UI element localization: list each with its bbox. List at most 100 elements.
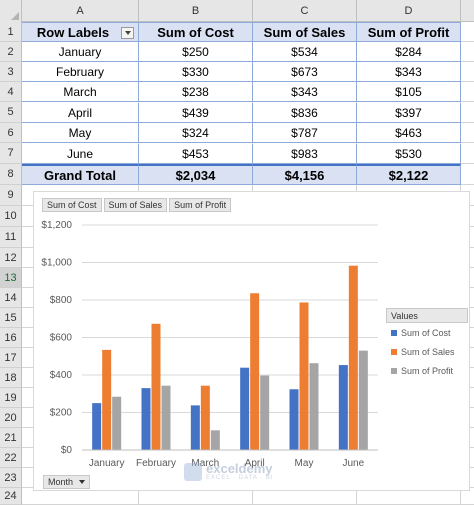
chevron-down-icon — [79, 480, 86, 484]
row-header-6[interactable]: 6 — [0, 123, 22, 143]
row-header-7[interactable]: 7 — [0, 143, 22, 164]
row-header-11[interactable]: 11 — [0, 227, 22, 248]
row-header-24[interactable]: 24 — [0, 488, 22, 505]
row-header-2[interactable]: 2 — [0, 42, 22, 62]
column-header-a[interactable]: A — [22, 0, 139, 22]
pivot-value-cell[interactable]: $105 — [357, 82, 461, 102]
pivot-row-label[interactable]: June — [22, 144, 139, 164]
legend-title[interactable]: Values — [386, 308, 468, 323]
pivot-total-cell[interactable]: Grand Total — [22, 164, 139, 185]
bar-sum-of-cost — [190, 405, 200, 450]
row-header-22[interactable]: 22 — [0, 448, 22, 468]
pivot-row-label[interactable]: January — [22, 42, 139, 62]
month-axis-filter-button[interactable]: Month — [43, 475, 91, 489]
x-tick-label: April — [245, 458, 265, 469]
pivot-value-cell[interactable]: $983 — [253, 144, 357, 164]
pivot-value-cell[interactable]: $673 — [253, 62, 357, 82]
pivot-total-cell[interactable]: $2,122 — [357, 164, 461, 185]
pivot-row-label[interactable]: April — [22, 103, 139, 123]
row-header-14[interactable]: 14 — [0, 288, 22, 308]
column-header-b[interactable]: B — [139, 0, 253, 22]
field-button-sum-of-profit[interactable]: Sum of Profit — [169, 198, 232, 212]
row-header-9[interactable]: 9 — [0, 185, 22, 206]
field-button-sum-of-cost[interactable]: Sum of Cost — [42, 198, 102, 212]
bar-sum-of-sales — [151, 323, 161, 450]
pivot-header-cell[interactable]: Sum of Cost — [139, 22, 253, 42]
pivot-value-cell[interactable]: $330 — [139, 62, 253, 82]
row-header-8[interactable]: 8 — [0, 164, 22, 185]
pivot-total-cell[interactable]: $2,034 — [139, 164, 253, 185]
pivot-data-row: May $324 $787 $463 — [22, 123, 474, 143]
pivot-value-cell[interactable]: $324 — [139, 123, 253, 143]
legend-label: Sum of Cost — [401, 327, 451, 338]
pivot-value-cell[interactable]: $250 — [139, 42, 253, 62]
pivot-value-cell[interactable]: $343 — [357, 62, 461, 82]
pivot-value-cell[interactable]: $439 — [139, 103, 253, 123]
filter-dropdown-icon[interactable] — [121, 27, 134, 39]
row-header-10[interactable]: 10 — [0, 206, 22, 227]
pivot-value-cell[interactable]: $453 — [139, 144, 253, 164]
x-tick-label: March — [191, 458, 219, 469]
pivot-value-cell[interactable]: $284 — [357, 42, 461, 62]
month-filter-label: Month — [48, 477, 74, 487]
bar-sum-of-sales — [200, 385, 210, 450]
chart-value-field-buttons: Sum of Cost Sum of Sales Sum of Profit — [42, 198, 232, 212]
field-button-sum-of-sales[interactable]: Sum of Sales — [103, 198, 168, 212]
row-header-23[interactable]: 23 — [0, 468, 22, 488]
bar-sum-of-profit — [309, 363, 319, 450]
row-header-15[interactable]: 15 — [0, 308, 22, 328]
row-header-19[interactable]: 19 — [0, 388, 22, 408]
row-header-4[interactable]: 4 — [0, 82, 22, 102]
bar-sum-of-profit — [112, 396, 122, 450]
y-tick-label: $1,000 — [41, 258, 72, 269]
pivot-value-cell[interactable]: $397 — [357, 103, 461, 123]
pivot-header-cell[interactable]: Row Labels — [22, 22, 139, 42]
chart-plot-area: $0 $200 $400 $600 $800 $1,000 $1,200 January Feb… — [41, 220, 378, 469]
bar-sum-of-profit — [210, 430, 220, 450]
pivot-header-cell[interactable]: Sum of Profit — [357, 22, 461, 42]
pivot-value-cell[interactable]: $787 — [253, 123, 357, 143]
pivot-value-cell[interactable]: $530 — [357, 144, 461, 164]
pivot-row-label[interactable]: May — [22, 123, 139, 143]
bar-sum-of-cost — [338, 365, 348, 450]
row-header-20[interactable]: 20 — [0, 408, 22, 428]
pivot-total-cell[interactable]: $4,156 — [253, 164, 357, 185]
pivot-data-row: March $238 $343 $105 — [22, 82, 474, 102]
row-header-13[interactable]: 13 — [0, 268, 22, 288]
row-header-3[interactable]: 3 — [0, 62, 22, 82]
row-header-16[interactable]: 16 — [0, 328, 22, 348]
row-header-1[interactable]: 1 — [0, 22, 22, 42]
pivot-header-cell[interactable]: Sum of Sales — [253, 22, 357, 42]
legend-swatch — [391, 329, 397, 336]
pivot-row-label[interactable]: March — [22, 82, 139, 102]
y-tick-label: $400 — [50, 370, 73, 381]
column-header-d[interactable]: D — [357, 0, 461, 22]
pivot-value-cell[interactable]: $238 — [139, 82, 253, 102]
pivot-value-cell[interactable]: $534 — [253, 42, 357, 62]
bar-sum-of-sales — [250, 293, 260, 450]
row-header-17[interactable]: 17 — [0, 348, 22, 368]
legend-entry[interactable]: Sum of Sales — [386, 342, 468, 361]
y-tick-label: $1,200 — [41, 220, 72, 231]
pivot-chart[interactable]: Sum of Cost Sum of Sales Sum of Profit $… — [33, 191, 470, 491]
pivot-value-cell[interactable]: $343 — [253, 82, 357, 102]
column-header-c[interactable]: C — [253, 0, 357, 22]
legend-swatch — [391, 348, 397, 355]
bar-sum-of-profit — [260, 375, 270, 450]
pivot-row-label[interactable]: February — [22, 62, 139, 82]
row-header-5[interactable]: 5 — [0, 102, 22, 123]
legend-entry[interactable]: Sum of Profit — [386, 361, 468, 380]
row-header-21[interactable]: 21 — [0, 428, 22, 448]
row-header-12[interactable]: 12 — [0, 248, 22, 268]
legend-entry[interactable]: Sum of Cost — [386, 323, 468, 342]
select-all-corner[interactable] — [0, 0, 22, 22]
watermark-tagline: EXCEL · DATA · BI — [206, 475, 274, 481]
legend-label: Sum of Sales — [401, 346, 455, 357]
row-header-18[interactable]: 18 — [0, 368, 22, 388]
x-tick-label: May — [295, 458, 314, 469]
pivot-value-cell[interactable]: $463 — [357, 123, 461, 143]
pivot-value-cell[interactable]: $836 — [253, 103, 357, 123]
x-tick-label: June — [342, 458, 364, 469]
chart-legend[interactable]: Values Sum of Cost Sum of Sales Sum of Pro… — [386, 308, 468, 380]
